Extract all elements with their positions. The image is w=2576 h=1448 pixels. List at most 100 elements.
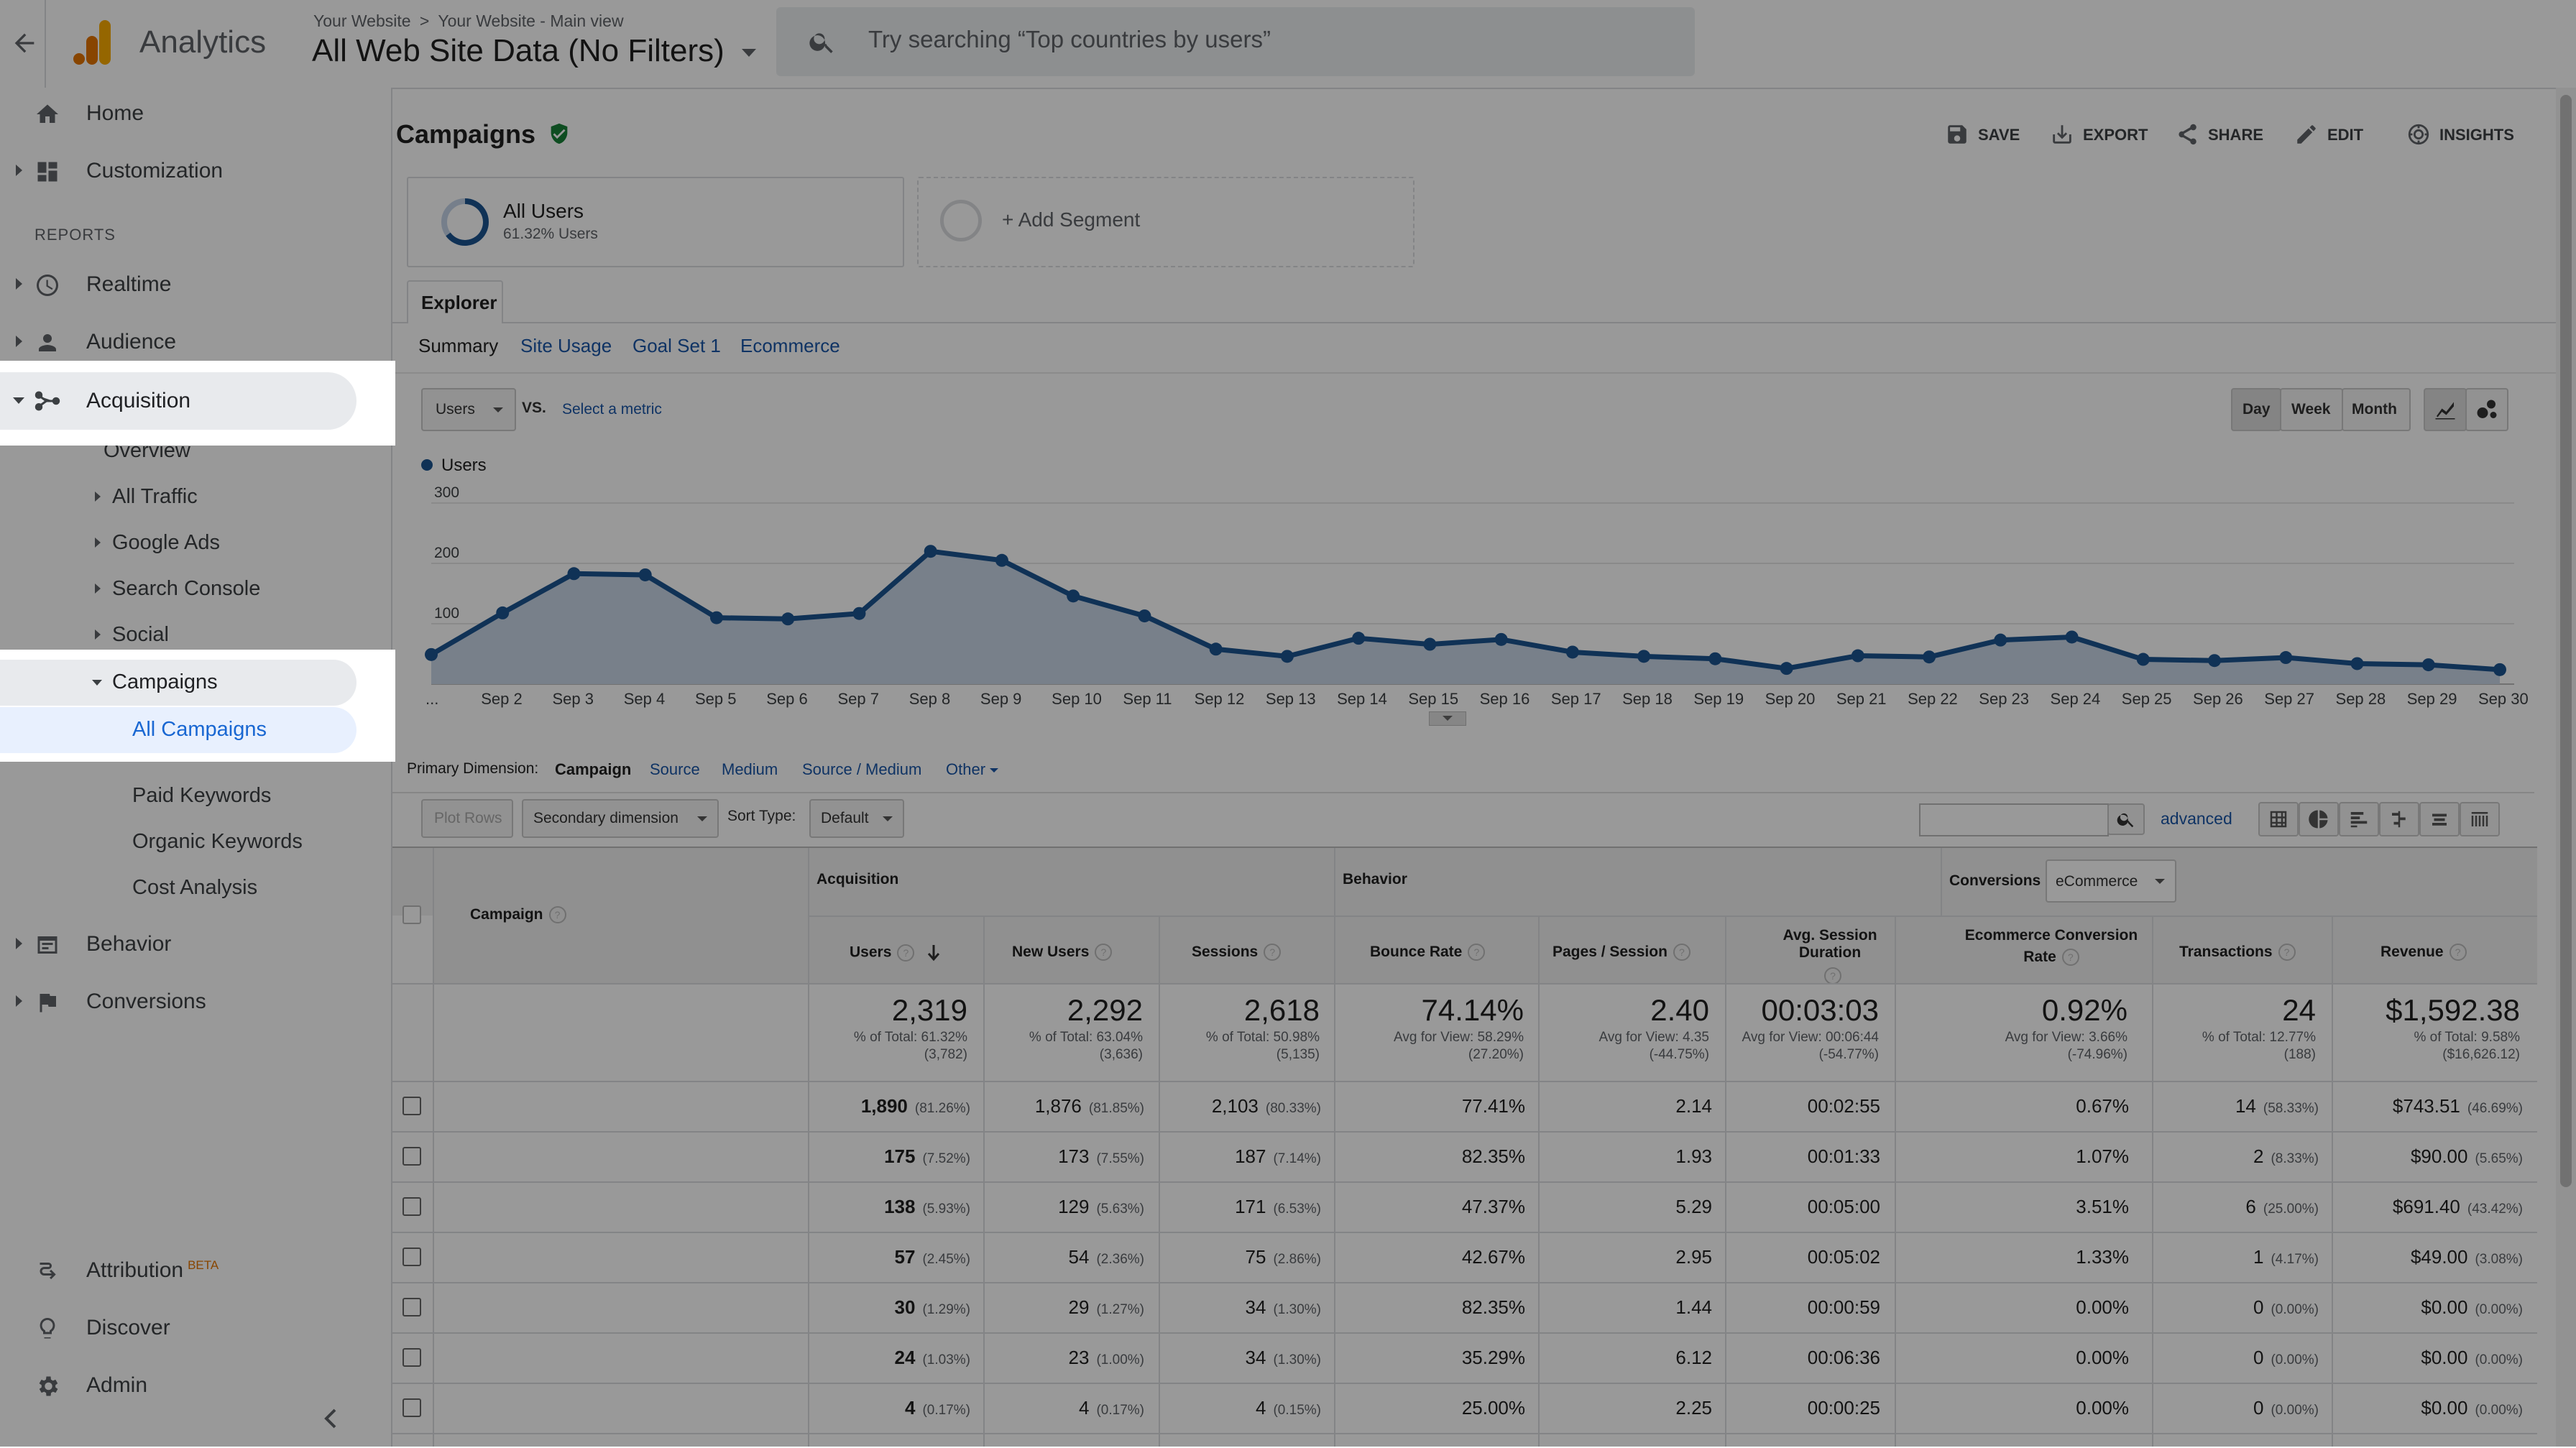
column-header-pages-session[interactable]: Pages / Session? bbox=[1552, 944, 1690, 962]
granularity-day-button[interactable]: Day bbox=[2231, 388, 2281, 431]
row-checkbox[interactable] bbox=[402, 1348, 421, 1367]
add-segment-button[interactable]: + Add Segment bbox=[917, 177, 1414, 267]
metric-select[interactable]: Users bbox=[421, 388, 516, 431]
expand-caret-icon[interactable] bbox=[95, 492, 101, 502]
sort-down-arrow-icon[interactable] bbox=[926, 944, 942, 962]
column-header-sessions[interactable]: Sessions? bbox=[1192, 944, 1282, 962]
column-header-campaign[interactable]: Campaign? bbox=[470, 906, 566, 924]
collapse-caret-icon[interactable] bbox=[92, 680, 102, 686]
dimension-source[interactable]: Source bbox=[650, 760, 700, 778]
row-checkbox[interactable] bbox=[402, 1398, 421, 1417]
data-point[interactable] bbox=[1494, 632, 1508, 646]
data-point[interactable] bbox=[1994, 633, 2007, 647]
data-point[interactable] bbox=[1423, 637, 1437, 651]
help-icon[interactable]: ? bbox=[897, 944, 915, 962]
dimension-campaign[interactable]: Campaign bbox=[555, 760, 632, 778]
view-selector[interactable]: All Web Site Data (No Filters) bbox=[312, 33, 757, 69]
expand-caret-icon[interactable] bbox=[16, 278, 22, 290]
data-point[interactable] bbox=[995, 553, 1008, 567]
sidebar-item-organic-keywords[interactable]: Organic Keywords bbox=[0, 819, 391, 865]
dimension-other[interactable]: Other bbox=[946, 760, 999, 779]
secondary-dimension-select[interactable]: Secondary dimension bbox=[522, 799, 719, 838]
sidebar-item-search-console[interactable]: Search Console bbox=[0, 566, 391, 612]
breadcrumb[interactable]: Your Website > Your Website - Main view bbox=[313, 11, 624, 31]
sidebar-item-audience[interactable]: Audience bbox=[0, 316, 391, 369]
row-checkbox[interactable] bbox=[402, 1097, 421, 1115]
help-icon[interactable]: ? bbox=[548, 906, 566, 924]
collapse-caret-icon[interactable] bbox=[13, 397, 24, 404]
sidebar-item-campaigns[interactable]: Campaigns bbox=[0, 660, 356, 706]
data-point[interactable] bbox=[2350, 657, 2364, 670]
table-view-pie-icon[interactable] bbox=[2299, 802, 2339, 836]
dimension-source-medium[interactable]: Source / Medium bbox=[802, 760, 922, 778]
help-icon[interactable]: ? bbox=[2061, 949, 2079, 967]
table-view-pivot-icon[interactable] bbox=[2460, 802, 2500, 836]
sidebar-item-behavior-main[interactable]: Behavior bbox=[0, 918, 391, 972]
data-point[interactable] bbox=[709, 611, 723, 624]
conversion-type-select[interactable]: eCommerce bbox=[2046, 859, 2176, 903]
data-point[interactable] bbox=[1280, 650, 1294, 663]
column-header-avg-duration[interactable]: Avg. Session Duration? bbox=[1751, 927, 1909, 984]
data-point[interactable] bbox=[1708, 652, 1722, 665]
column-header-bounce-rate[interactable]: Bounce Rate? bbox=[1370, 944, 1486, 962]
subtab-goal-set[interactable]: Goal Set 1 bbox=[632, 335, 721, 356]
data-point[interactable] bbox=[2279, 651, 2293, 665]
row-checkbox[interactable] bbox=[402, 1298, 421, 1316]
data-point[interactable] bbox=[2136, 652, 2150, 666]
data-point[interactable] bbox=[1138, 609, 1151, 623]
data-point[interactable] bbox=[1565, 645, 1579, 659]
help-icon[interactable]: ? bbox=[1824, 967, 1841, 984]
data-point[interactable] bbox=[1637, 650, 1651, 663]
table-view-performance-icon[interactable] bbox=[2339, 802, 2379, 836]
row-checkbox[interactable] bbox=[402, 1248, 421, 1266]
sidebar-item-all-traffic[interactable]: All Traffic bbox=[0, 474, 391, 520]
help-icon[interactable]: ? bbox=[1468, 944, 1486, 962]
expand-caret-icon[interactable] bbox=[16, 938, 22, 949]
data-point[interactable] bbox=[2421, 658, 2435, 672]
sidebar-item-attribution[interactable]: Attribution BETA bbox=[0, 1245, 391, 1298]
data-point[interactable] bbox=[781, 612, 795, 626]
back-arrow-icon[interactable] bbox=[10, 29, 39, 57]
sidebar-item-admin[interactable]: Admin bbox=[0, 1360, 391, 1413]
expand-caret-icon[interactable] bbox=[95, 630, 101, 640]
segment-all-users[interactable]: All Users 61.32% Users bbox=[407, 177, 904, 267]
data-point[interactable] bbox=[1209, 642, 1223, 656]
granularity-month-button[interactable]: Month bbox=[2342, 388, 2411, 431]
collapse-sidebar-icon[interactable] bbox=[322, 1404, 341, 1433]
table-view-comparison-icon[interactable] bbox=[2379, 802, 2419, 836]
help-icon[interactable]: ? bbox=[1095, 944, 1113, 962]
data-point[interactable] bbox=[1851, 649, 1864, 663]
view-name[interactable]: All Web Site Data (No Filters) bbox=[312, 33, 724, 68]
sidebar-item-paid-keywords[interactable]: Paid Keywords bbox=[0, 773, 391, 819]
page-scrollbar[interactable] bbox=[2556, 88, 2576, 1447]
breadcrumb-property[interactable]: Your Website - Main view bbox=[438, 11, 624, 30]
column-header-transactions[interactable]: Transactions? bbox=[2179, 944, 2296, 962]
table-filter-input[interactable] bbox=[1919, 803, 2109, 836]
tab-explorer[interactable]: Explorer bbox=[407, 280, 503, 323]
sidebar-item-acquisition[interactable]: Acquisition bbox=[0, 372, 356, 430]
chart-resize-handle[interactable] bbox=[1429, 711, 1466, 726]
sort-type-select[interactable]: Default bbox=[809, 799, 904, 838]
expand-caret-icon[interactable] bbox=[95, 538, 101, 548]
granularity-week-button[interactable]: Week bbox=[2280, 388, 2343, 431]
table-filter-search-button[interactable] bbox=[2107, 803, 2145, 835]
expand-caret-icon[interactable] bbox=[16, 165, 22, 176]
data-point[interactable] bbox=[2493, 663, 2506, 676]
column-header-ecom-rate[interactable]: Ecommerce Conversion Rate? bbox=[1944, 927, 2159, 970]
data-point[interactable] bbox=[2065, 630, 2079, 644]
help-icon[interactable]: ? bbox=[2278, 944, 2296, 962]
table-view-term-cloud-icon[interactable] bbox=[2419, 802, 2460, 836]
data-point[interactable] bbox=[924, 545, 937, 558]
data-point[interactable] bbox=[638, 568, 652, 581]
advanced-filter-link[interactable]: advanced bbox=[2161, 809, 2232, 828]
subtab-ecommerce[interactable]: Ecommerce bbox=[740, 335, 840, 356]
expand-caret-icon[interactable] bbox=[16, 995, 22, 1007]
sidebar-item-realtime[interactable]: Realtime bbox=[0, 259, 391, 312]
data-point[interactable] bbox=[567, 567, 581, 581]
sidebar-item-discover[interactable]: Discover bbox=[0, 1302, 391, 1355]
select-metric-link[interactable]: Select a metric bbox=[562, 401, 662, 418]
plot-rows-button[interactable]: Plot Rows bbox=[421, 799, 513, 838]
column-header-users[interactable]: Users? bbox=[850, 944, 942, 962]
sidebar-item-home[interactable]: Home bbox=[0, 88, 391, 141]
data-point[interactable] bbox=[1923, 650, 1936, 664]
